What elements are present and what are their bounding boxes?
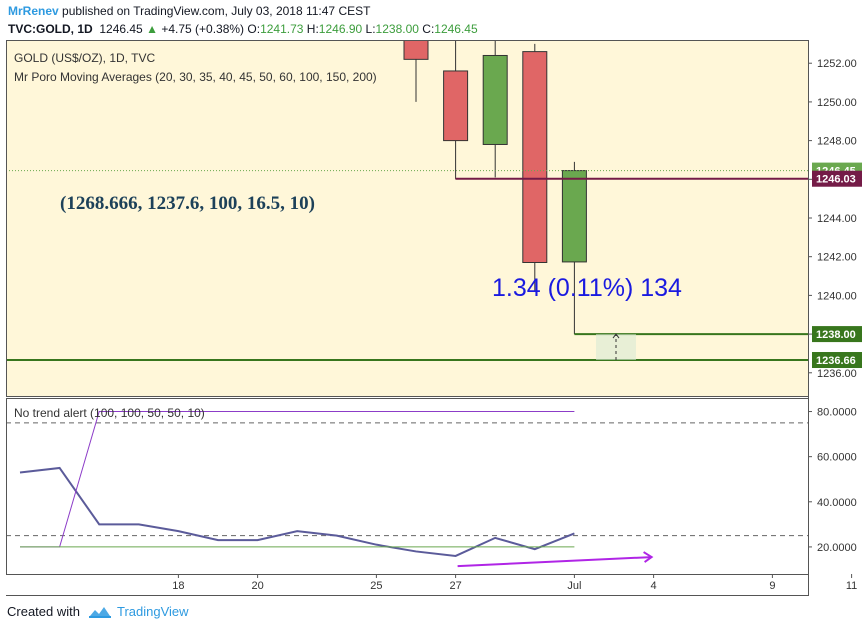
candle-body (403, 40, 429, 60)
change-value: +4.75 (+0.38%) (161, 22, 245, 36)
tradingview-logo-icon[interactable] (88, 604, 112, 620)
measure-text: 1.34 (0.11%) 134 (492, 274, 682, 302)
indicator-tick-label: 20.0000 (817, 542, 857, 554)
high-value: 1246.90 (318, 22, 363, 36)
high-label: H: (306, 22, 319, 36)
trend-arrow-line (457, 556, 652, 568)
time-tick-label: 4 (651, 580, 657, 592)
change-arrow-icon: ▲ (146, 22, 158, 36)
level-price-label-bg (812, 352, 862, 369)
candle-body (522, 51, 548, 264)
author-link[interactable]: MrRenev (8, 4, 59, 18)
time-tick-label: 27 (449, 580, 461, 592)
time-tick-label: 18 (172, 580, 184, 592)
time-tick-label: 11 (846, 580, 857, 592)
price-tick-label: 1250.00 (817, 97, 857, 109)
measure-arrowhead (612, 333, 620, 339)
time-tick-label: 20 (251, 580, 263, 592)
indicator-title: No trend alert (100, 100, 50, 50, 10) (14, 406, 205, 420)
low-label: L: (365, 22, 376, 36)
main-plot-background (6, 40, 808, 396)
published-text: published on TradingView.com, July 03, 2… (62, 4, 371, 18)
candle-body (443, 70, 469, 142)
indicator-series-line (19, 466, 575, 557)
open-value: 1241.73 (260, 22, 304, 36)
level-price-label-bg (812, 170, 862, 187)
publication-line: MrRenev published on TradingView.com, Ju… (8, 4, 370, 18)
indicator-plot-background (6, 398, 808, 574)
price-tick-label: 1248.00 (817, 136, 857, 148)
indicator-series-group (6, 411, 808, 568)
last-price: 1246.45 (99, 22, 143, 36)
candle-body (561, 170, 587, 263)
main-chart-title: GOLD (US$/OZ), 1D, TVC (14, 51, 155, 65)
candle-body (482, 54, 508, 145)
indicator-tick-label: 60.0000 (817, 452, 857, 464)
open-label: O: (247, 22, 261, 36)
price-axis-background (808, 40, 868, 596)
price-tick-label: 1242.00 (817, 252, 857, 264)
low-value: 1238.00 (375, 22, 419, 36)
close-value: 1246.45 (434, 22, 478, 36)
indicator-tick-label: 40.0000 (817, 497, 857, 509)
price-tick-label: 1252.00 (817, 58, 857, 70)
level-price-label: 1236.66 (816, 355, 856, 367)
symbol-label: TVC:GOLD, 1D (8, 22, 93, 36)
close-label: C: (422, 22, 435, 36)
price-tick-label: 1240.00 (817, 290, 857, 302)
level-price-label: 1238.00 (816, 329, 856, 341)
price-tick-label: 1244.00 (817, 213, 857, 225)
level-price-label-bg (812, 326, 862, 343)
tradingview-brand-link[interactable]: TradingView (117, 604, 189, 619)
chart-annotation: (1268.666, 1237.6, 100, 16.5, 10) (60, 193, 315, 214)
publication-header: MrRenev published on TradingView.com, Ju… (0, 0, 868, 40)
indicator-tick-label: 80.0000 (817, 407, 857, 419)
trend-arrow-head (643, 551, 654, 563)
chart-area[interactable]: GOLD (US$/OZ), 1D, TVC Mr Poro Moving Ave… (0, 40, 868, 596)
footer: Created with TradingView (0, 596, 868, 630)
time-tick-label: 9 (769, 580, 775, 592)
ohlc-legend: TVC:GOLD, 1D 1246.45 ▲ +4.75 (+0.38%) O:… (8, 22, 478, 36)
price-tick-label: 1236.00 (817, 368, 857, 380)
time-tick-label: Jul (567, 580, 581, 592)
created-with-text: Created with (7, 604, 80, 619)
main-series-group (6, 40, 808, 362)
main-chart-subtitle: Mr Poro Moving Averages (20, 30, 35, 40,… (14, 70, 377, 84)
level-price-label: 1246.03 (816, 174, 856, 186)
time-tick-label: 25 (370, 580, 382, 592)
